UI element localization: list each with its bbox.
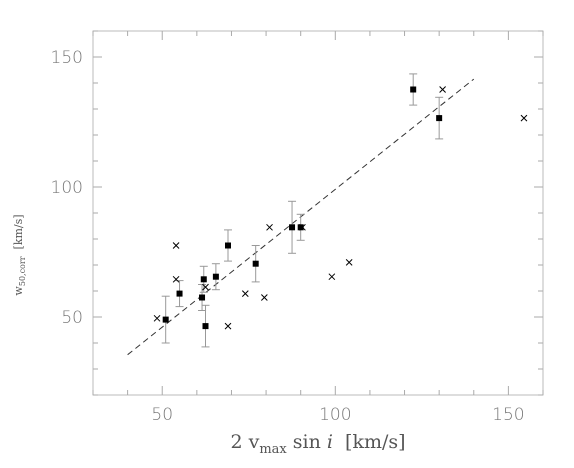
y-axis-label-subscript: 50,corr	[18, 256, 27, 286]
square-point	[289, 224, 296, 231]
y-axis-label: w50,corr [km/s]	[12, 214, 27, 295]
error-bars	[161, 73, 444, 348]
cross-stroke	[241, 290, 249, 297]
square-point	[436, 115, 443, 122]
cross-point	[202, 283, 209, 291]
cross-stroke	[439, 86, 446, 93]
cross-point	[266, 223, 273, 231]
axis-ticks: 50 100 150 50 100 150	[51, 30, 544, 425]
square-point	[297, 224, 304, 231]
square-point	[252, 260, 259, 267]
y-axis-label-prefix: w	[12, 286, 25, 296]
cross-point	[241, 290, 249, 297]
cross-point	[439, 86, 446, 93]
cross-stroke	[345, 259, 353, 266]
data-points	[153, 86, 528, 330]
cross-stroke	[520, 114, 528, 122]
square-point	[162, 316, 169, 323]
cross-point	[224, 322, 232, 330]
x-tick-label: 150	[492, 405, 524, 425]
cross-point	[153, 314, 161, 322]
x-axis-label: 2 vmax sin i [km/s]	[230, 431, 405, 457]
cross-point	[520, 114, 528, 122]
cross-point	[172, 242, 180, 249]
square-point	[199, 294, 206, 301]
cross-point	[328, 273, 336, 281]
cross-stroke	[172, 275, 180, 283]
x-axis-label-unit: [km/s]	[333, 431, 406, 453]
cross-point	[260, 294, 268, 301]
plot-frame	[92, 30, 544, 396]
x-tick-label: 50	[151, 405, 173, 425]
y-tick-label: 150	[51, 48, 83, 68]
cross-stroke	[153, 314, 161, 322]
cross-stroke	[224, 322, 232, 330]
cross-point	[345, 259, 353, 266]
square-point	[212, 273, 219, 280]
square-point	[200, 276, 207, 283]
x-axis-label-italic: i	[327, 431, 333, 453]
cross-stroke	[328, 273, 336, 281]
x-axis-label-subscript: max	[259, 442, 287, 457]
cross-stroke	[266, 223, 273, 231]
cross-stroke	[202, 283, 209, 291]
cross-point	[172, 275, 180, 283]
x-tick-label: 100	[319, 405, 351, 425]
cross-stroke	[172, 242, 180, 249]
y-axis-label-unit: [km/s]	[12, 214, 25, 256]
square-point	[202, 323, 209, 330]
x-axis-label-middle: sin	[287, 431, 327, 453]
cross-stroke	[260, 294, 268, 301]
square-point	[176, 290, 183, 297]
cross-point	[299, 223, 306, 231]
y-tick-label: 100	[51, 178, 83, 198]
x-axis-label-prefix: 2 v	[230, 431, 259, 453]
cross-stroke	[299, 223, 306, 231]
y-tick-label: 50	[61, 308, 83, 328]
square-point	[410, 86, 417, 93]
square-point	[225, 242, 231, 249]
